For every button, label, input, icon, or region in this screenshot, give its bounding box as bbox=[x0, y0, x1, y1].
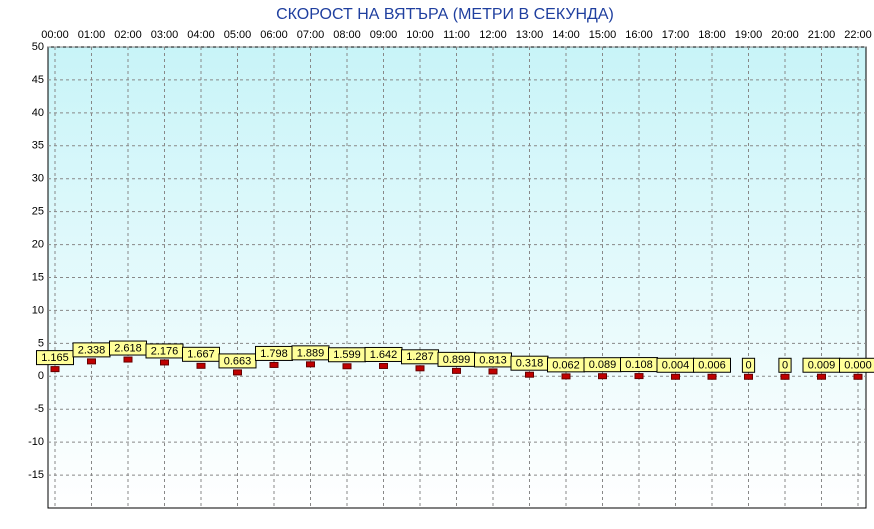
value-label: 2.176 bbox=[151, 345, 179, 357]
marker bbox=[415, 365, 425, 372]
value-label: 1.165 bbox=[41, 352, 69, 364]
x-tick-label: 01:00 bbox=[78, 29, 106, 41]
value-label: 0.663 bbox=[224, 355, 252, 367]
value-label: 1.667 bbox=[187, 349, 215, 361]
x-tick-label: 16:00 bbox=[625, 29, 653, 41]
y-tick-label: 20 bbox=[32, 238, 44, 250]
marker bbox=[561, 373, 571, 380]
x-tick-label: 00:00 bbox=[41, 29, 69, 41]
y-tick-label: 50 bbox=[32, 41, 44, 53]
value-label-box bbox=[693, 357, 731, 373]
x-tick-label: 12:00 bbox=[479, 29, 507, 41]
marker bbox=[853, 373, 863, 380]
marker bbox=[269, 361, 279, 368]
x-tick-label: 03:00 bbox=[151, 29, 179, 41]
x-tick-label: 20:00 bbox=[771, 29, 799, 41]
value-label: 1.599 bbox=[333, 349, 361, 361]
x-tick-label: 04:00 bbox=[187, 29, 215, 41]
value-label: 0.006 bbox=[698, 360, 726, 372]
value-label: 1.287 bbox=[406, 351, 434, 363]
y-tick-label: 5 bbox=[38, 337, 44, 349]
x-tick-label: 15:00 bbox=[589, 29, 617, 41]
y-tick-label: 30 bbox=[32, 173, 44, 185]
marker bbox=[342, 363, 352, 370]
value-label: 0.813 bbox=[479, 354, 507, 366]
marker bbox=[488, 368, 498, 375]
y-tick-label: 15 bbox=[32, 271, 44, 283]
value-label: 0.000 bbox=[844, 360, 872, 372]
x-tick-label: 11:00 bbox=[443, 29, 470, 41]
marker bbox=[707, 373, 717, 380]
value-label-box bbox=[839, 357, 874, 373]
marker bbox=[598, 373, 607, 380]
marker bbox=[817, 373, 826, 380]
x-tick-label: 02:00 bbox=[114, 29, 142, 41]
x-tick-label: 18:00 bbox=[698, 29, 726, 41]
x-tick-label: 10:00 bbox=[406, 29, 434, 41]
marker bbox=[379, 362, 388, 369]
x-tick-label: 09:00 bbox=[370, 29, 398, 41]
y-tick-label: 0 bbox=[38, 370, 44, 382]
y-tick-label: -15 bbox=[28, 469, 44, 481]
x-tick-label: 05:00 bbox=[224, 29, 252, 41]
value-label: 0 bbox=[745, 360, 751, 372]
x-tick-label: 21:00 bbox=[808, 29, 836, 41]
value-label: 0.089 bbox=[589, 359, 617, 371]
y-tick-label: 35 bbox=[32, 140, 44, 152]
marker bbox=[50, 366, 60, 373]
marker bbox=[525, 371, 534, 378]
x-tick-label: 22:00 bbox=[844, 29, 872, 41]
y-tick-label: -10 bbox=[28, 436, 44, 448]
x-tick-label: 17:00 bbox=[662, 29, 690, 41]
value-label: 1.642 bbox=[370, 349, 398, 361]
value-label: 1.889 bbox=[297, 347, 325, 359]
marker bbox=[196, 362, 206, 369]
y-tick-label: -5 bbox=[34, 403, 44, 415]
chart-title: СКОРОСТ НА ВЯТЪРА (МЕТРИ В СЕКУНДА) bbox=[276, 6, 614, 23]
marker bbox=[634, 373, 644, 380]
value-label-box bbox=[778, 357, 792, 373]
x-tick-label: 13:00 bbox=[516, 29, 544, 41]
y-tick-label: 45 bbox=[32, 74, 44, 86]
x-tick-label: 08:00 bbox=[333, 29, 361, 41]
y-tick-label: 10 bbox=[32, 304, 44, 316]
marker bbox=[671, 373, 680, 380]
value-label: 2.338 bbox=[78, 344, 106, 356]
x-tick-label: 19:00 bbox=[735, 29, 763, 41]
x-tick-label: 07:00 bbox=[297, 29, 325, 41]
marker bbox=[87, 358, 96, 365]
value-label: 2.618 bbox=[114, 342, 142, 354]
value-label-box bbox=[741, 357, 756, 373]
value-label-box bbox=[36, 350, 74, 366]
value-label: 0 bbox=[782, 360, 788, 372]
value-label: 0.062 bbox=[552, 359, 580, 371]
marker bbox=[233, 369, 242, 376]
marker bbox=[780, 373, 790, 380]
value-label: 0.108 bbox=[625, 359, 653, 371]
y-tick-label: 40 bbox=[32, 107, 44, 119]
y-tick-label: 25 bbox=[32, 206, 44, 218]
value-label: 0.318 bbox=[516, 358, 544, 370]
marker bbox=[160, 359, 169, 366]
marker bbox=[452, 367, 461, 374]
value-label: 0.899 bbox=[443, 354, 471, 366]
marker bbox=[306, 361, 315, 368]
value-label: 0.009 bbox=[808, 360, 836, 372]
value-label: 1.798 bbox=[260, 348, 288, 360]
value-label: 0.004 bbox=[662, 360, 690, 372]
marker bbox=[744, 373, 753, 380]
x-tick-label: 06:00 bbox=[260, 29, 288, 41]
marker bbox=[123, 356, 133, 363]
x-tick-label: 14:00 bbox=[552, 29, 580, 41]
